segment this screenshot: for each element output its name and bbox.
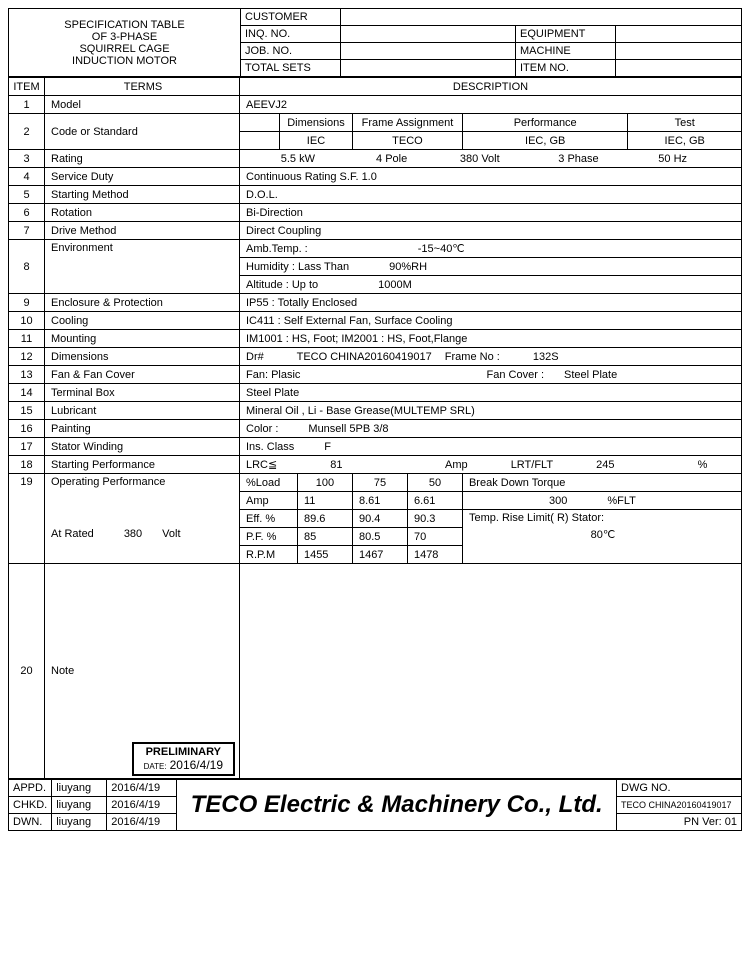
op-perf-term: Operating Performance [51,476,235,488]
row-enclosure: 9Enclosure & ProtectionIP55 : Totally En… [9,294,742,312]
row-painting: 16 Painting Color :Munsell 5PB 3/8 [9,420,742,438]
col-description: DESCRIPTION [240,78,742,96]
note-term: Note [51,665,74,677]
title-line-1: SPECIFICATION TABLE [13,19,236,31]
col-terms: TERMS [45,78,240,96]
note-body [240,564,742,779]
preliminary-stamp: PRELIMINARY DATE: 2016/4/19 [132,742,235,776]
footer-table: APPD. liuyang 2016/4/19 TECO Electric & … [8,779,742,831]
job-no-label: JOB. NO. [241,43,341,60]
item-no-value [616,60,742,77]
row-drive-method: 7Drive MethodDirect Coupling [9,222,742,240]
row-op-perf-head: 19 Operating Performance At Rated380Volt… [9,474,742,492]
temp-rise-label: Temp. Rise Limit( R) Stator: [469,512,737,524]
dwn-name: liuyang [52,814,107,831]
row-stator-winding: 17 Stator Winding Ins. ClassF [9,438,742,456]
dwn-label: DWN. [9,814,52,831]
dwg-no-value: TECO CHINA20160419017 [617,797,742,814]
pn-ver: PN Ver: 01 [617,814,742,831]
company-name: TECO Electric & Machinery Co., Ltd. [177,780,617,831]
equipment-value [616,26,742,43]
title-line-4: INDUCTION MOTOR [13,55,236,67]
job-no-value [341,43,516,60]
chkd-name: liuyang [52,797,107,814]
col-item: ITEM [9,78,45,96]
header-table: SPECIFICATION TABLE OF 3-PHASE SQUIRREL … [8,8,742,77]
equipment-label: EQUIPMENT [516,26,616,43]
chkd-date: 2016/4/19 [107,797,177,814]
customer-value [341,9,742,26]
row-rating: 3 Rating 5.5 kW 4 Pole 380 Volt 3 Phase … [9,150,742,168]
inq-no-value [341,26,516,43]
temp-rise-value: 80℃ [469,528,737,541]
row-model: 1 Model AEEVJ2 [9,96,742,114]
total-sets-value [341,60,516,77]
spec-table: ITEM TERMS DESCRIPTION 1 Model AEEVJ2 2 … [8,77,742,779]
row-rotation: 6RotationBi-Direction [9,204,742,222]
machine-label: MACHINE [516,43,616,60]
row-cooling: 10CoolingIC411 : Self External Fan, Surf… [9,312,742,330]
chkd-label: CHKD. [9,797,52,814]
item-no-label: ITEM NO. [516,60,616,77]
row-fan: 13 Fan & Fan Cover Fan: Plasic Fan Cover… [9,366,742,384]
preliminary-label: PRELIMINARY [144,746,223,758]
machine-value [616,43,742,60]
appd-date: 2016/4/19 [107,780,177,797]
row-mounting: 11MountingIM1001 : HS, Foot; IM2001 : HS… [9,330,742,348]
total-sets-label: TOTAL SETS [241,60,341,77]
row-code-standard-head: 2 Code or Standard Dimensions Frame Assi… [9,114,742,132]
appd-label: APPD. [9,780,52,797]
row-starting-method: 5Starting MethodD.O.L. [9,186,742,204]
appd-name: liuyang [52,780,107,797]
row-note: 20 Note PRELIMINARY DATE: 2016/4/19 [9,564,742,779]
title-line-3: SQUIRREL CAGE [13,43,236,55]
row-terminal-box: 14Terminal BoxSteel Plate [9,384,742,402]
row-env-1: 8 Environment Amb.Temp. :-15~40℃ [9,240,742,258]
row-lubricant: 15LubricantMineral Oil , Li - Base Greas… [9,402,742,420]
row-service-duty: 4Service DutyContinuous Rating S.F. 1.0 [9,168,742,186]
dwn-date: 2016/4/19 [107,814,177,831]
row-starting-perf: 18 Starting Performance LRC≦ 81 Amp LRT/… [9,456,742,474]
customer-label: CUSTOMER [241,9,341,26]
title-line-2: OF 3-PHASE [13,31,236,43]
inq-no-label: INQ. NO. [241,26,341,43]
dwg-no-label: DWG NO. [617,780,742,797]
row-dimensions: 12 Dimensions Dr# TECO CHINA20160419017 … [9,348,742,366]
